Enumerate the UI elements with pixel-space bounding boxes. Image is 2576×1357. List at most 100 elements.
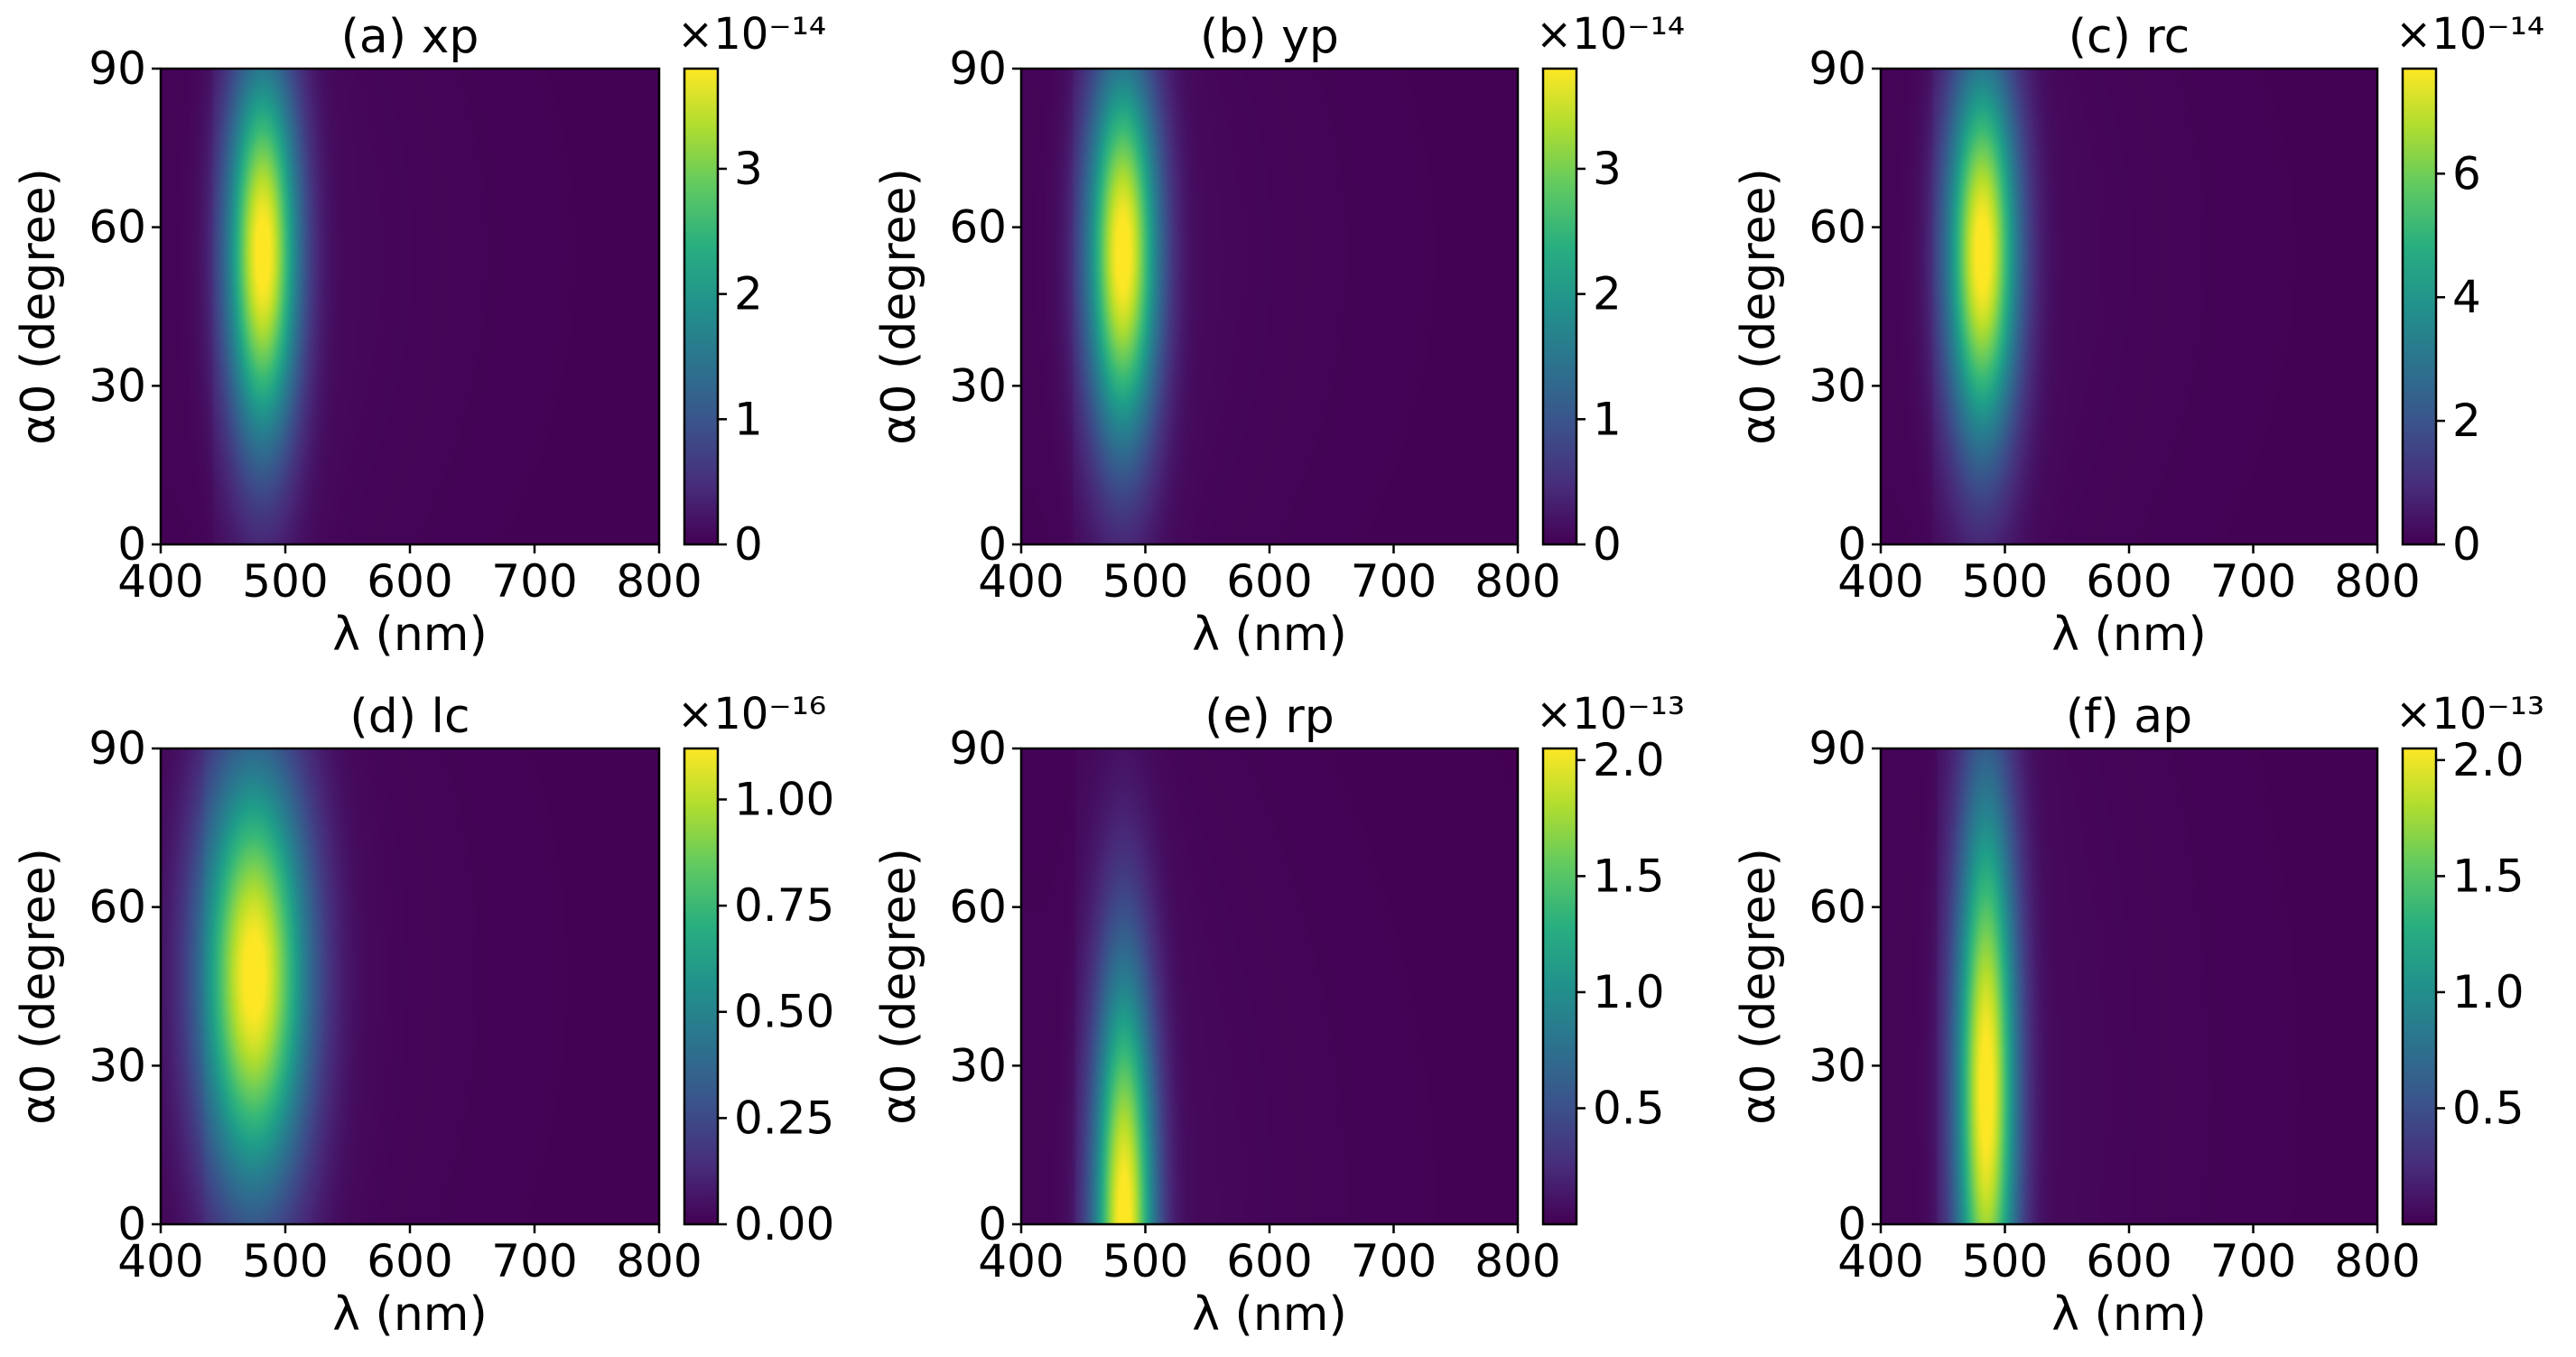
colorbar-frame (1541, 747, 1578, 1226)
colorbar-frame (1541, 67, 1578, 546)
colorbar-gradient (2403, 748, 2436, 1224)
colorbar-tick-label: 4 (2452, 271, 2481, 323)
x-tick-label: 400 (978, 1235, 1064, 1287)
colorbar-exponent-label: ×10⁻¹³ (2395, 689, 2544, 739)
colorbar-tick-label: 2 (2452, 395, 2481, 447)
y-tick-label: 0 (117, 518, 146, 571)
x-axis-label: λ (nm) (2051, 608, 2207, 662)
y-tick-label: 0 (978, 1198, 1007, 1250)
colorbar-tick-label: 2 (734, 268, 763, 321)
y-tick-label: 60 (1809, 201, 1866, 254)
colorbar-tick-label: 0.75 (734, 879, 834, 932)
x-tick-label: 800 (1474, 1235, 1560, 1287)
y-tick-label: 0 (1837, 518, 1866, 571)
y-tick-label: 60 (949, 201, 1007, 254)
x-tick-label: 800 (1474, 555, 1560, 608)
colorbar-tick-label: 0.00 (734, 1198, 834, 1250)
colorbar-frame (2401, 67, 2438, 546)
colorbar-tick-label: 0 (2452, 518, 2481, 571)
x-axis-label: λ (nm) (1192, 1287, 1347, 1342)
x-tick-label: 500 (242, 1235, 328, 1287)
y-tick-label: 90 (949, 42, 1007, 95)
x-tick-label: 700 (1351, 1235, 1437, 1287)
y-tick-label: 90 (88, 722, 146, 775)
x-tick-label: 700 (2210, 1235, 2296, 1287)
colorbar-exponent-label: ×10⁻¹³ (1536, 689, 1685, 739)
y-tick-label: 30 (1809, 359, 1866, 412)
colorbar-tick-label: 1.0 (2452, 966, 2525, 1018)
heatmap-image (1021, 69, 1518, 544)
y-tick-label: 30 (88, 359, 146, 412)
colorbar-gradient (2403, 69, 2436, 544)
colorbar-tick-label: 1.0 (1593, 966, 1665, 1018)
colorbar-tick-label: 0.5 (2452, 1082, 2525, 1134)
chart-panel-5: (e) rp 400 500 600 700 800 0 30 60 90 λ (nm) α0 (de… (872, 689, 1685, 1342)
x-tick-label: 800 (2334, 1235, 2420, 1287)
colorbar-tick-label: 2.0 (2452, 734, 2525, 786)
x-tick-label: 400 (117, 555, 203, 608)
chart-title: (c) rc (2069, 10, 2190, 64)
colorbar-tick-label: 0.50 (734, 986, 834, 1038)
y-tick-label: 90 (949, 722, 1007, 775)
chart-title: (a) xp (341, 10, 479, 64)
x-axis-label: λ (nm) (332, 608, 488, 662)
colorbar-tick-label: 6 (2452, 147, 2481, 200)
colorbar-tick-label: 0.5 (1593, 1082, 1665, 1134)
x-tick-label: 600 (2086, 1235, 2171, 1287)
x-tick-label: 400 (1837, 555, 1923, 608)
y-tick-label: 30 (88, 1039, 146, 1092)
y-tick-label: 90 (1809, 42, 1866, 95)
x-tick-label: 600 (367, 1235, 452, 1287)
colorbar-frame (2401, 747, 2438, 1226)
colorbar-gradient (684, 748, 718, 1224)
colorbar-exponent-label: ×10⁻¹⁴ (1536, 9, 1685, 60)
chart-title: (d) lc (349, 690, 470, 744)
colorbar-exponent-label: ×10⁻¹⁴ (2395, 9, 2544, 60)
x-tick-label: 700 (491, 555, 577, 608)
x-tick-label: 400 (1837, 1235, 1923, 1287)
colorbar-gradient (1543, 748, 1576, 1224)
x-tick-label: 500 (1962, 1235, 2048, 1287)
heatmap-image (161, 748, 659, 1224)
colorbar-exponent-label: ×10⁻¹⁴ (677, 9, 826, 60)
y-tick-label: 30 (949, 359, 1007, 412)
x-tick-label: 800 (2334, 555, 2420, 608)
x-tick-label: 400 (117, 1235, 203, 1287)
colorbar-frame (683, 747, 720, 1226)
colorbar-tick-label: 1.5 (2452, 850, 2525, 902)
y-axis-label: α0 (degree) (12, 848, 66, 1125)
y-tick-label: 60 (1809, 881, 1866, 934)
y-tick-label: 30 (1809, 1039, 1866, 1092)
heatmap-image (1881, 748, 2377, 1224)
y-tick-label: 90 (1809, 722, 1866, 775)
x-tick-label: 700 (2210, 555, 2296, 608)
colorbar-frame (683, 67, 720, 546)
y-tick-label: 30 (949, 1039, 1007, 1092)
y-tick-label: 60 (949, 881, 1007, 934)
colorbar-tick-label: 2.0 (1593, 734, 1665, 786)
y-tick-label: 0 (978, 518, 1007, 571)
x-axis-label: λ (nm) (2051, 1287, 2207, 1342)
y-axis-label: α0 (degree) (1732, 848, 1786, 1125)
y-tick-label: 0 (117, 1198, 146, 1250)
x-tick-label: 700 (1351, 555, 1437, 608)
colorbar-tick-label: 3 (1593, 143, 1622, 195)
x-axis-label: λ (nm) (332, 1287, 488, 1342)
colorbar-exponent-label: ×10⁻¹⁶ (677, 689, 826, 739)
x-tick-label: 600 (1226, 555, 1312, 608)
y-tick-label: 60 (88, 201, 146, 254)
x-tick-label: 700 (491, 1235, 577, 1287)
y-axis-label: α0 (degree) (872, 168, 926, 445)
chart-title: (f) ap (2066, 690, 2192, 744)
x-tick-label: 800 (616, 1235, 702, 1287)
y-axis-label: α0 (degree) (1732, 168, 1786, 445)
heatmap-image (1021, 748, 1518, 1224)
colorbar-tick-label: 1 (1593, 393, 1622, 445)
colorbar-gradient (684, 69, 718, 544)
x-axis-label: λ (nm) (1192, 608, 1347, 662)
